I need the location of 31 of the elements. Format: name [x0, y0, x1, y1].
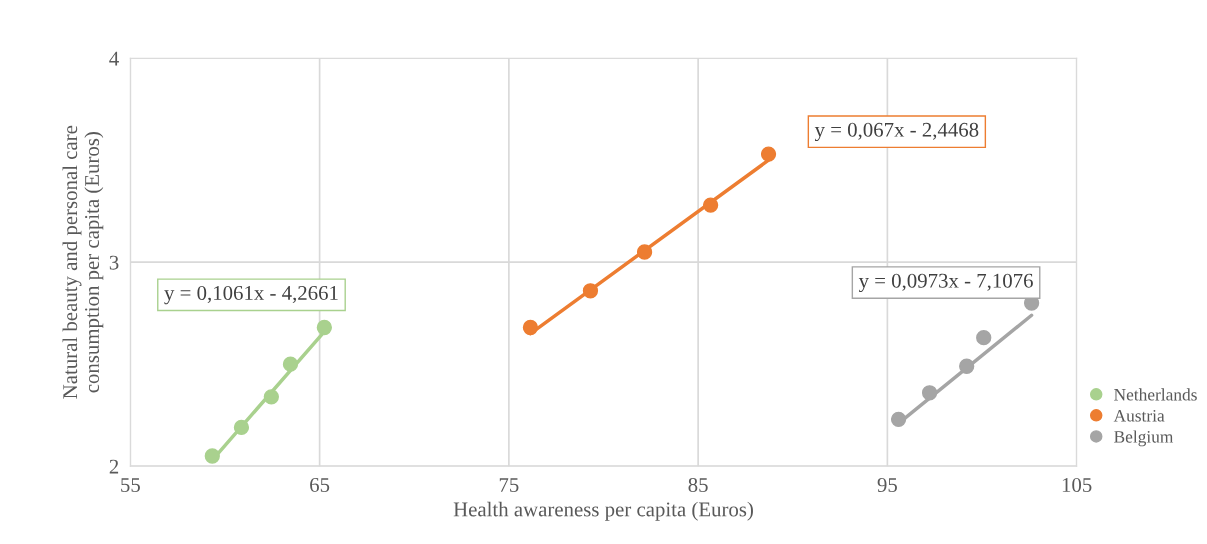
- y-tick-label: 2: [109, 459, 119, 474]
- x-axis-title: Health awareness per capita (Euros): [453, 501, 753, 521]
- point: [959, 358, 975, 374]
- point: [233, 419, 250, 436]
- legend-label: Netherlands: [1114, 388, 1197, 401]
- x-tick-label: 65: [310, 477, 330, 492]
- point: [282, 356, 299, 372]
- x-tick-label: 85: [688, 477, 708, 492]
- legend-label: Austria: [1113, 409, 1165, 422]
- point: [636, 244, 653, 260]
- point: [204, 448, 220, 464]
- point: [582, 283, 599, 299]
- point: [316, 319, 332, 336]
- point: [890, 411, 907, 427]
- point: [522, 319, 539, 336]
- x-tick-label: 75: [499, 478, 519, 492]
- annotation: y = 0,0973x - 7,1076: [858, 273, 1033, 293]
- point: [702, 197, 719, 213]
- x-tick-label: 55: [121, 478, 140, 492]
- point: [760, 146, 777, 162]
- annotation: y = 0,1061x - 4,2661: [164, 285, 338, 305]
- y-tick-label: 4: [109, 51, 119, 66]
- point: [921, 385, 938, 401]
- point: [263, 389, 279, 405]
- point: [976, 330, 992, 346]
- y-tick-label: 3: [109, 255, 119, 270]
- annotation: y = 0,067x - 2,4468: [814, 122, 979, 142]
- legend-label: Belgium: [1114, 430, 1174, 447]
- x-tick-label: 95: [877, 477, 897, 492]
- y-axis-title: Natural beauty and personal care consumption per capita (Euros): [62, 125, 104, 399]
- x-tick-label: 105: [1062, 477, 1092, 492]
